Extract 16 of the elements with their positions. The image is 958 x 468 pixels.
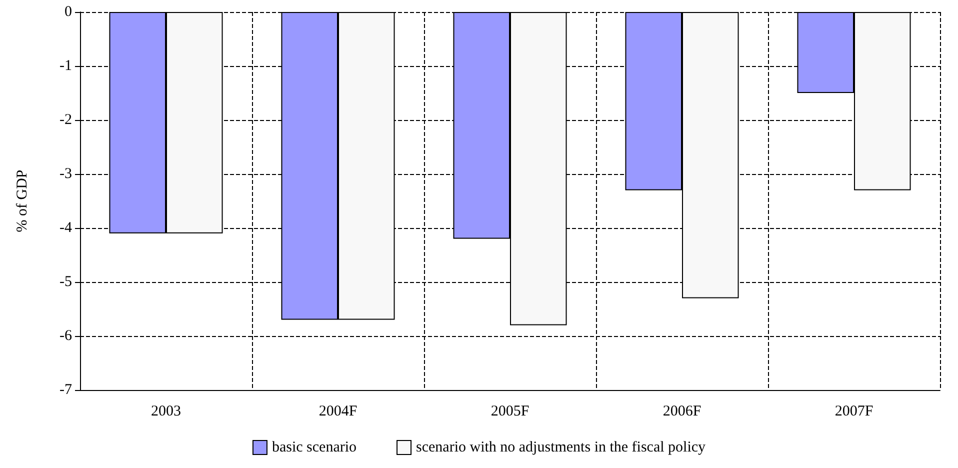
- y-tick-label: -4: [60, 220, 72, 236]
- x-tick-label: 2007F: [834, 404, 874, 420]
- x-tick-label: 2004F: [318, 404, 358, 420]
- x-tick-label: 2005F: [490, 404, 530, 420]
- legend-label: scenario with no adjustments in the fiscal policy: [416, 440, 706, 456]
- y-axis-title: % of GDP: [14, 170, 30, 232]
- x-tick-label: 2003: [151, 404, 181, 420]
- x-tick-label: 2006F: [662, 404, 702, 420]
- legend-label: basic scenario: [272, 440, 357, 456]
- y-tick-label: -3: [60, 166, 72, 182]
- y-tick-label: -5: [60, 274, 72, 290]
- y-tick-label: -6: [60, 328, 72, 344]
- y-tick-label: -1: [60, 58, 72, 74]
- y-tick-label: -7: [60, 382, 72, 398]
- y-tick-label: -2: [60, 112, 72, 128]
- y-tick-label: 0: [64, 4, 72, 20]
